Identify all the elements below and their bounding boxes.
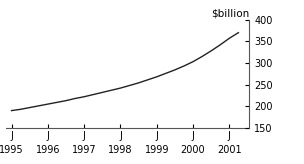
Text: $billion: $billion — [211, 9, 249, 19]
Text: 1995: 1995 — [0, 145, 24, 155]
Text: J: J — [192, 131, 195, 141]
Text: J: J — [10, 131, 13, 141]
Text: 2001: 2001 — [217, 145, 242, 155]
Text: J: J — [119, 131, 122, 141]
Text: J: J — [47, 131, 49, 141]
Text: J: J — [155, 131, 158, 141]
Text: J: J — [83, 131, 85, 141]
Text: 1998: 1998 — [108, 145, 133, 155]
Text: 1996: 1996 — [36, 145, 60, 155]
Text: 2000: 2000 — [181, 145, 205, 155]
Text: J: J — [228, 131, 231, 141]
Text: 1997: 1997 — [72, 145, 96, 155]
Text: 1999: 1999 — [144, 145, 169, 155]
